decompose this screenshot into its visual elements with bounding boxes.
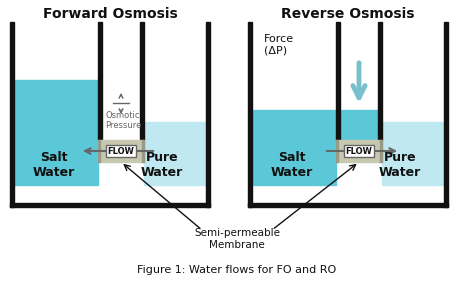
Bar <box>444 22 448 207</box>
Bar <box>98 22 102 140</box>
Bar <box>140 22 144 140</box>
Bar <box>248 22 252 207</box>
Bar <box>380 140 382 162</box>
Bar <box>382 122 444 185</box>
Bar <box>14 80 98 185</box>
Text: Pure
Water: Pure Water <box>141 151 183 179</box>
Text: Force
(ΔP): Force (ΔP) <box>264 34 294 55</box>
Bar <box>336 140 382 162</box>
Bar <box>206 22 210 207</box>
Text: Salt
Water: Salt Water <box>271 151 313 179</box>
Bar <box>248 203 448 207</box>
Text: Reverse Osmosis: Reverse Osmosis <box>281 7 415 21</box>
Text: Osmotic
Pressure: Osmotic Pressure <box>105 111 141 130</box>
Bar <box>10 22 14 207</box>
Text: Figure 1: Water flows for FO and RO: Figure 1: Water flows for FO and RO <box>137 265 337 275</box>
Text: Semi-permeable
Membrane: Semi-permeable Membrane <box>194 228 280 250</box>
Bar <box>98 140 144 162</box>
Text: Salt
Water: Salt Water <box>33 151 75 179</box>
Bar <box>142 140 144 162</box>
Bar <box>378 22 382 140</box>
Bar <box>336 22 340 140</box>
Text: FLOW: FLOW <box>108 146 135 156</box>
Bar <box>144 122 206 185</box>
Bar <box>98 140 100 162</box>
Text: Pure
Water: Pure Water <box>379 151 421 179</box>
Text: FLOW: FLOW <box>346 146 373 156</box>
Bar <box>10 203 210 207</box>
Bar <box>336 140 338 162</box>
Bar <box>252 110 336 185</box>
Bar <box>340 110 378 140</box>
Text: Forward Osmosis: Forward Osmosis <box>43 7 177 21</box>
